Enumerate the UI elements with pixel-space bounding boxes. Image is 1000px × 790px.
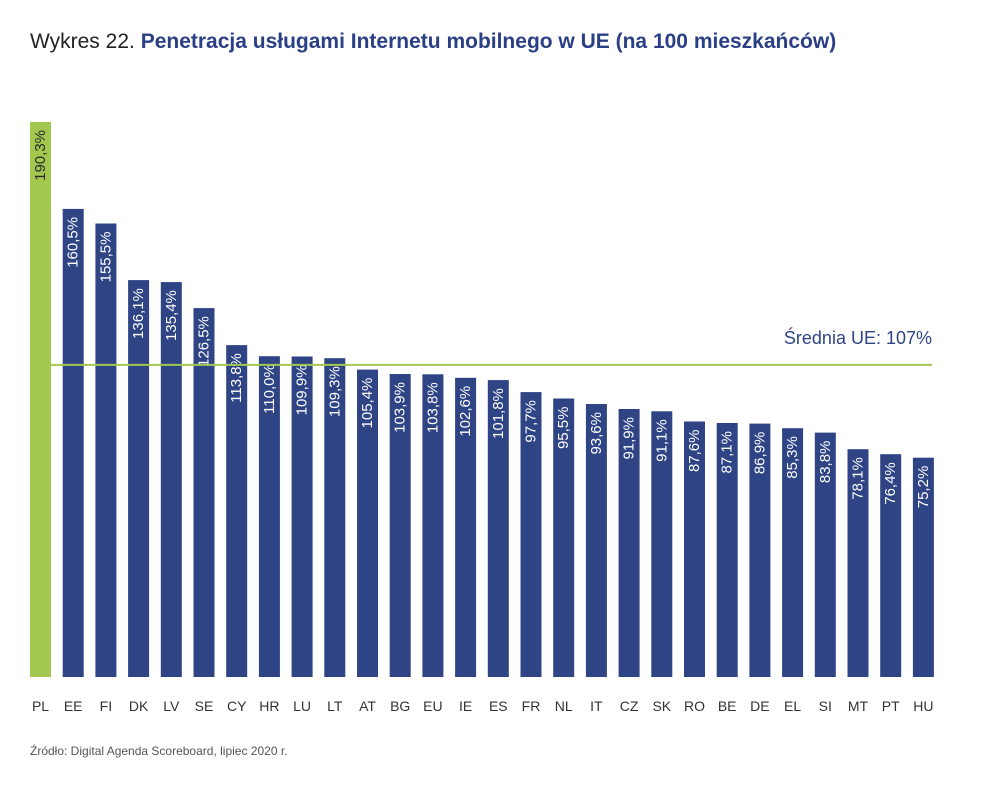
bar-hr xyxy=(258,356,280,677)
x-tick-cz: CZ xyxy=(620,698,639,714)
bar-mt xyxy=(847,449,869,677)
value-label-eu: 103,8% xyxy=(424,382,441,433)
chart-title-main: Penetracja usługami Internetu mobilnego … xyxy=(140,30,837,53)
x-tick-lt: LT xyxy=(327,698,343,714)
bar-ie xyxy=(455,377,477,677)
value-label-el: 85,3% xyxy=(784,436,801,479)
bar-fi xyxy=(95,223,117,677)
x-tick-be: BE xyxy=(718,698,737,714)
x-tick-se: SE xyxy=(195,698,214,714)
x-tick-ro: RO xyxy=(684,698,705,714)
x-tick-el: EL xyxy=(784,698,801,714)
value-label-cy: 113,8% xyxy=(228,353,245,403)
bar-pt xyxy=(880,454,902,677)
bar-ro xyxy=(684,421,705,677)
value-label-fi: 155,5% xyxy=(97,232,114,283)
value-label-cz: 91,9% xyxy=(621,417,638,460)
x-tick-nl: NL xyxy=(555,698,573,714)
x-tick-ie: IE xyxy=(459,698,472,714)
bar-sk xyxy=(651,411,673,677)
x-tick-pl: PL xyxy=(32,698,49,714)
x-tick-mt: MT xyxy=(848,698,869,714)
value-label-bg: 103,9% xyxy=(392,382,409,433)
bar-lv xyxy=(160,282,182,677)
value-label-sk: 91,1% xyxy=(653,419,670,462)
bar-fr xyxy=(520,392,542,677)
bar-se xyxy=(193,308,215,677)
bar-it xyxy=(585,404,607,677)
bar-cz xyxy=(618,409,640,677)
source-note: Źródło: Digital Agenda Scoreboard, lipie… xyxy=(30,744,288,758)
x-tick-bg: BG xyxy=(390,698,410,714)
bar-lt xyxy=(324,358,346,677)
bar-cy xyxy=(226,345,248,677)
bar-es xyxy=(487,380,509,677)
x-tick-de: DE xyxy=(750,698,769,714)
bar-at xyxy=(357,369,378,677)
value-label-at: 105,4% xyxy=(359,378,376,429)
x-tick-pt: PT xyxy=(882,698,900,714)
bar-bg xyxy=(389,374,411,677)
value-label-de: 86,9% xyxy=(751,432,768,475)
bar-lu xyxy=(291,356,313,677)
x-tick-fr: FR xyxy=(522,698,541,714)
value-label-ee: 160,5% xyxy=(65,217,82,268)
x-tick-si: SI xyxy=(819,698,832,714)
x-tick-lv: LV xyxy=(163,698,180,714)
value-label-es: 101,8% xyxy=(490,388,507,439)
x-tick-es: ES xyxy=(489,698,508,714)
average-label: Średnia UE: 107% xyxy=(784,327,932,348)
x-tick-hu: HU xyxy=(913,698,933,714)
bar-dk xyxy=(128,280,150,677)
bar-de xyxy=(749,423,771,677)
bar-hu xyxy=(912,457,934,677)
x-tick-fi: FI xyxy=(100,698,112,714)
value-label-si: 83,8% xyxy=(817,441,834,484)
value-label-se: 126,5% xyxy=(196,316,213,367)
x-tick-dk: DK xyxy=(129,698,149,714)
value-label-lt: 109,3% xyxy=(326,366,343,417)
bar-ee xyxy=(62,208,84,677)
value-label-fr: 97,7% xyxy=(523,400,540,443)
value-label-mt: 78,1% xyxy=(850,457,867,500)
x-tick-it: IT xyxy=(590,698,603,714)
x-tick-ee: EE xyxy=(64,698,83,714)
x-tick-eu: EU xyxy=(423,698,442,714)
value-label-lu: 109,9% xyxy=(294,365,311,416)
bar-be xyxy=(716,423,738,677)
bar-pl xyxy=(30,122,51,677)
bar-nl xyxy=(553,398,575,677)
x-tick-sk: SK xyxy=(652,698,671,714)
x-tick-at: AT xyxy=(359,698,376,714)
value-label-dk: 136,1% xyxy=(130,288,147,339)
value-label-it: 93,6% xyxy=(588,412,605,455)
value-label-lv: 135,4% xyxy=(163,290,180,341)
bar-el xyxy=(782,428,804,677)
bar-si xyxy=(814,432,836,677)
value-label-ro: 87,6% xyxy=(686,430,703,473)
value-label-ie: 102,6% xyxy=(457,386,474,437)
value-label-be: 87,1% xyxy=(719,431,736,474)
chart-title-prefix: Wykres 22. xyxy=(30,30,135,53)
value-label-pl: 190,3% xyxy=(32,130,49,181)
value-label-nl: 95,5% xyxy=(555,407,572,450)
value-label-hr: 110,0% xyxy=(261,364,278,414)
value-label-pt: 76,4% xyxy=(882,462,899,505)
x-tick-lu: LU xyxy=(293,698,311,714)
x-tick-hr: HR xyxy=(259,698,279,714)
value-label-hu: 75,2% xyxy=(915,466,932,509)
x-tick-cy: CY xyxy=(227,698,247,714)
bar-eu xyxy=(422,374,444,677)
chart-title: Wykres 22. Penetracja usługami Internetu… xyxy=(30,30,836,54)
